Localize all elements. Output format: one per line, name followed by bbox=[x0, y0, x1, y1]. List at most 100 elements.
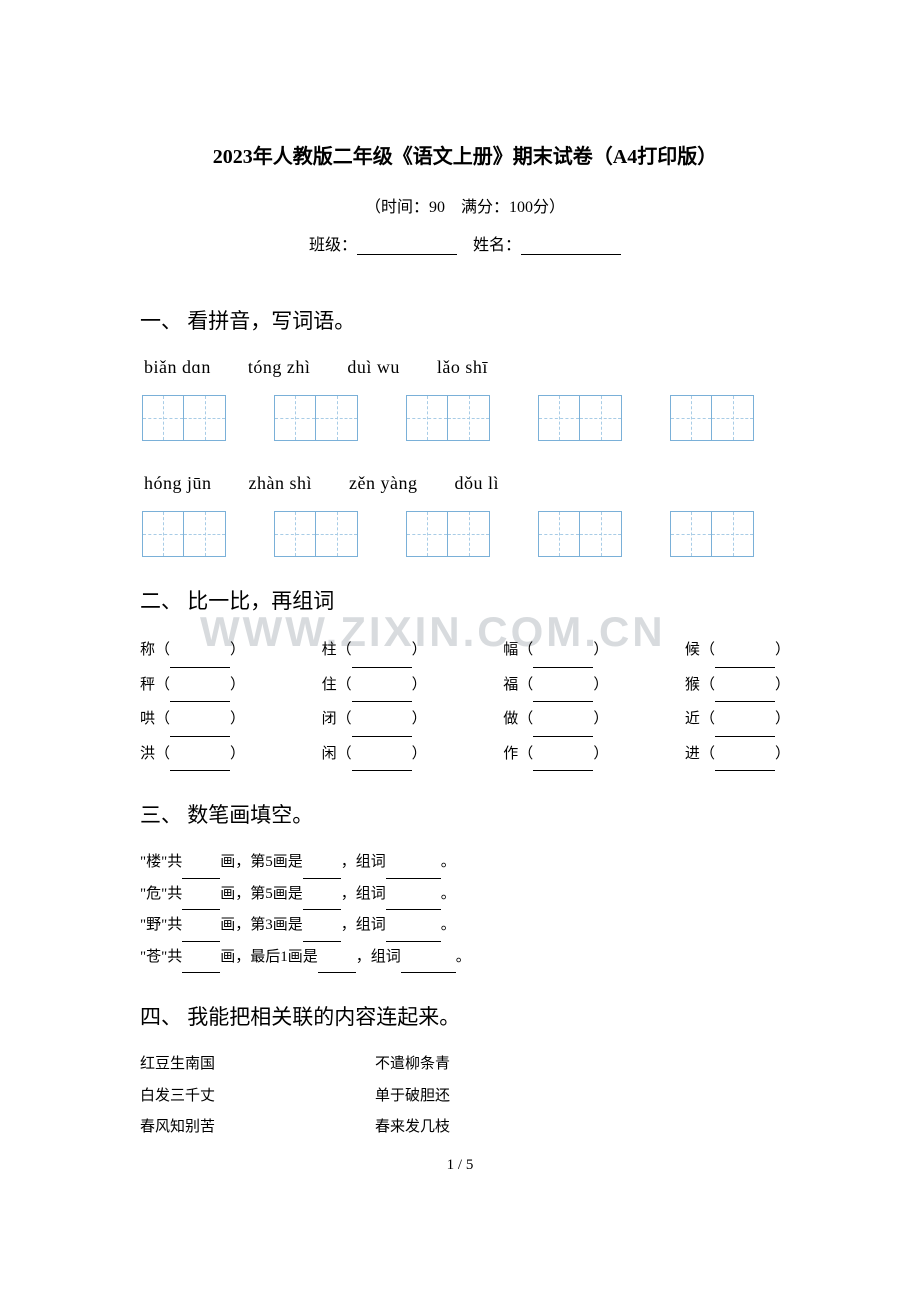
stroke-tail: ，组词 bbox=[356, 949, 401, 965]
stroke-blank[interactable] bbox=[401, 957, 456, 973]
match-row: 春风知别苦 春来发几枝 bbox=[140, 1112, 790, 1144]
class-label: 班级： bbox=[309, 237, 357, 254]
char-input-group[interactable] bbox=[406, 395, 490, 441]
stroke-q: 画，第3画是 bbox=[220, 917, 303, 933]
compare-blank[interactable] bbox=[533, 753, 593, 771]
stroke-line: "危"共画，第5画是，组词。 bbox=[140, 879, 790, 911]
stroke-blank[interactable] bbox=[386, 863, 441, 879]
compare-char: 做 bbox=[503, 711, 518, 727]
stroke-tail: ，组词 bbox=[341, 886, 386, 902]
char-input-group[interactable] bbox=[670, 395, 754, 441]
stroke-char: 危 bbox=[146, 886, 161, 902]
compare-blank[interactable] bbox=[533, 719, 593, 737]
char-input-group[interactable] bbox=[142, 511, 226, 557]
compare-char: 进 bbox=[685, 746, 700, 762]
name-label: 姓名： bbox=[473, 237, 521, 254]
stroke-blank[interactable] bbox=[303, 926, 341, 942]
stroke-blank[interactable] bbox=[386, 894, 441, 910]
char-input-group[interactable] bbox=[538, 511, 622, 557]
exam-title: 2023年人教版二年级《语文上册》期末试卷（A4打印版） bbox=[140, 140, 790, 169]
stroke-char: 苍 bbox=[146, 949, 161, 965]
student-info: 班级： 姓名： bbox=[140, 231, 790, 255]
match-right: 单于破胆还 bbox=[375, 1081, 790, 1113]
match-row: 白发三千丈 单于破胆还 bbox=[140, 1081, 790, 1113]
name-blank[interactable] bbox=[521, 237, 621, 255]
class-blank[interactable] bbox=[357, 237, 457, 255]
compare-char: 柱 bbox=[322, 642, 337, 658]
char-input-group[interactable] bbox=[670, 511, 754, 557]
stroke-char: 野 bbox=[146, 917, 161, 933]
stroke-q: 画，最后1画是 bbox=[220, 949, 318, 965]
compare-blank[interactable] bbox=[352, 719, 412, 737]
char-input-group[interactable] bbox=[274, 511, 358, 557]
exam-subtitle: （时间：90 满分：100分） bbox=[140, 193, 790, 217]
compare-char: 福 bbox=[503, 677, 518, 693]
compare-char: 住 bbox=[322, 677, 337, 693]
char-input-group[interactable] bbox=[538, 395, 622, 441]
compare-char: 幅 bbox=[503, 642, 518, 658]
stroke-q: 画，第5画是 bbox=[220, 886, 303, 902]
compare-char: 猴 bbox=[685, 677, 700, 693]
compare-blank[interactable] bbox=[533, 650, 593, 668]
stroke-blank[interactable] bbox=[182, 926, 220, 942]
match-right: 春来发几枝 bbox=[375, 1112, 790, 1144]
stroke-char: 楼 bbox=[146, 854, 161, 870]
compare-blank[interactable] bbox=[715, 753, 775, 771]
section-2-title: 二、 比一比，再组词 bbox=[140, 585, 790, 615]
pinyin-row-2: hóng jūn zhàn shì zěn yàng dǒu lì bbox=[140, 469, 790, 495]
stroke-line: "野"共画，第3画是，组词。 bbox=[140, 910, 790, 942]
compare-blank[interactable] bbox=[715, 650, 775, 668]
compare-char: 候 bbox=[685, 642, 700, 658]
pinyin-row-1: biǎn dɑn tóng zhì duì wu lǎo shī bbox=[140, 353, 790, 379]
page-number: 1 / 5 bbox=[0, 1157, 920, 1174]
compare-row: 称（） 柱（） 幅（） 候（） bbox=[140, 633, 790, 668]
compare-blank[interactable] bbox=[352, 684, 412, 702]
compare-blank[interactable] bbox=[170, 684, 230, 702]
stroke-line: "苍"共画，最后1画是，组词。 bbox=[140, 942, 790, 974]
compare-char: 秤 bbox=[140, 677, 155, 693]
char-box-row-1 bbox=[140, 395, 790, 441]
stroke-tail: ，组词 bbox=[341, 917, 386, 933]
compare-grid: 称（） 柱（） 幅（） 候（） 秤（） 住（） 福（） 猴（） 哄（） 闭（） … bbox=[140, 633, 790, 771]
stroke-blank[interactable] bbox=[303, 894, 341, 910]
compare-row: 哄（） 闭（） 做（） 近（） bbox=[140, 702, 790, 737]
stroke-line: "楼"共画，第5画是，组词。 bbox=[140, 847, 790, 879]
char-box-row-2 bbox=[140, 511, 790, 557]
compare-blank[interactable] bbox=[352, 650, 412, 668]
char-input-group[interactable] bbox=[142, 395, 226, 441]
match-left: 红豆生南国 bbox=[140, 1049, 375, 1081]
stroke-blank[interactable] bbox=[318, 957, 356, 973]
compare-blank[interactable] bbox=[352, 753, 412, 771]
compare-blank[interactable] bbox=[170, 753, 230, 771]
stroke-blank[interactable] bbox=[182, 863, 220, 879]
compare-char: 洪 bbox=[140, 746, 155, 762]
compare-row: 秤（） 住（） 福（） 猴（） bbox=[140, 668, 790, 703]
stroke-blank[interactable] bbox=[303, 863, 341, 879]
stroke-blank[interactable] bbox=[182, 957, 220, 973]
compare-blank[interactable] bbox=[715, 684, 775, 702]
section-3-title: 三、 数笔画填空。 bbox=[140, 799, 790, 829]
compare-char: 闲 bbox=[322, 746, 337, 762]
stroke-blank[interactable] bbox=[182, 894, 220, 910]
match-left: 白发三千丈 bbox=[140, 1081, 375, 1113]
compare-blank[interactable] bbox=[533, 684, 593, 702]
compare-blank[interactable] bbox=[170, 650, 230, 668]
compare-char: 哄 bbox=[140, 711, 155, 727]
compare-blank[interactable] bbox=[170, 719, 230, 737]
compare-char: 作 bbox=[503, 746, 518, 762]
section-4-title: 四、 我能把相关联的内容连起来。 bbox=[140, 1001, 790, 1031]
match-row: 红豆生南国 不遣柳条青 bbox=[140, 1049, 790, 1081]
compare-char: 闭 bbox=[322, 711, 337, 727]
section-1-title: 一、 看拼音，写词语。 bbox=[140, 305, 790, 335]
stroke-tail: ，组词 bbox=[341, 854, 386, 870]
compare-char: 近 bbox=[685, 711, 700, 727]
stroke-q: 画，第5画是 bbox=[220, 854, 303, 870]
char-input-group[interactable] bbox=[406, 511, 490, 557]
match-right: 不遣柳条青 bbox=[375, 1049, 790, 1081]
compare-row: 洪（） 闲（） 作（） 进（） bbox=[140, 737, 790, 772]
compare-blank[interactable] bbox=[715, 719, 775, 737]
match-left: 春风知别苦 bbox=[140, 1112, 375, 1144]
compare-char: 称 bbox=[140, 642, 155, 658]
stroke-blank[interactable] bbox=[386, 926, 441, 942]
char-input-group[interactable] bbox=[274, 395, 358, 441]
